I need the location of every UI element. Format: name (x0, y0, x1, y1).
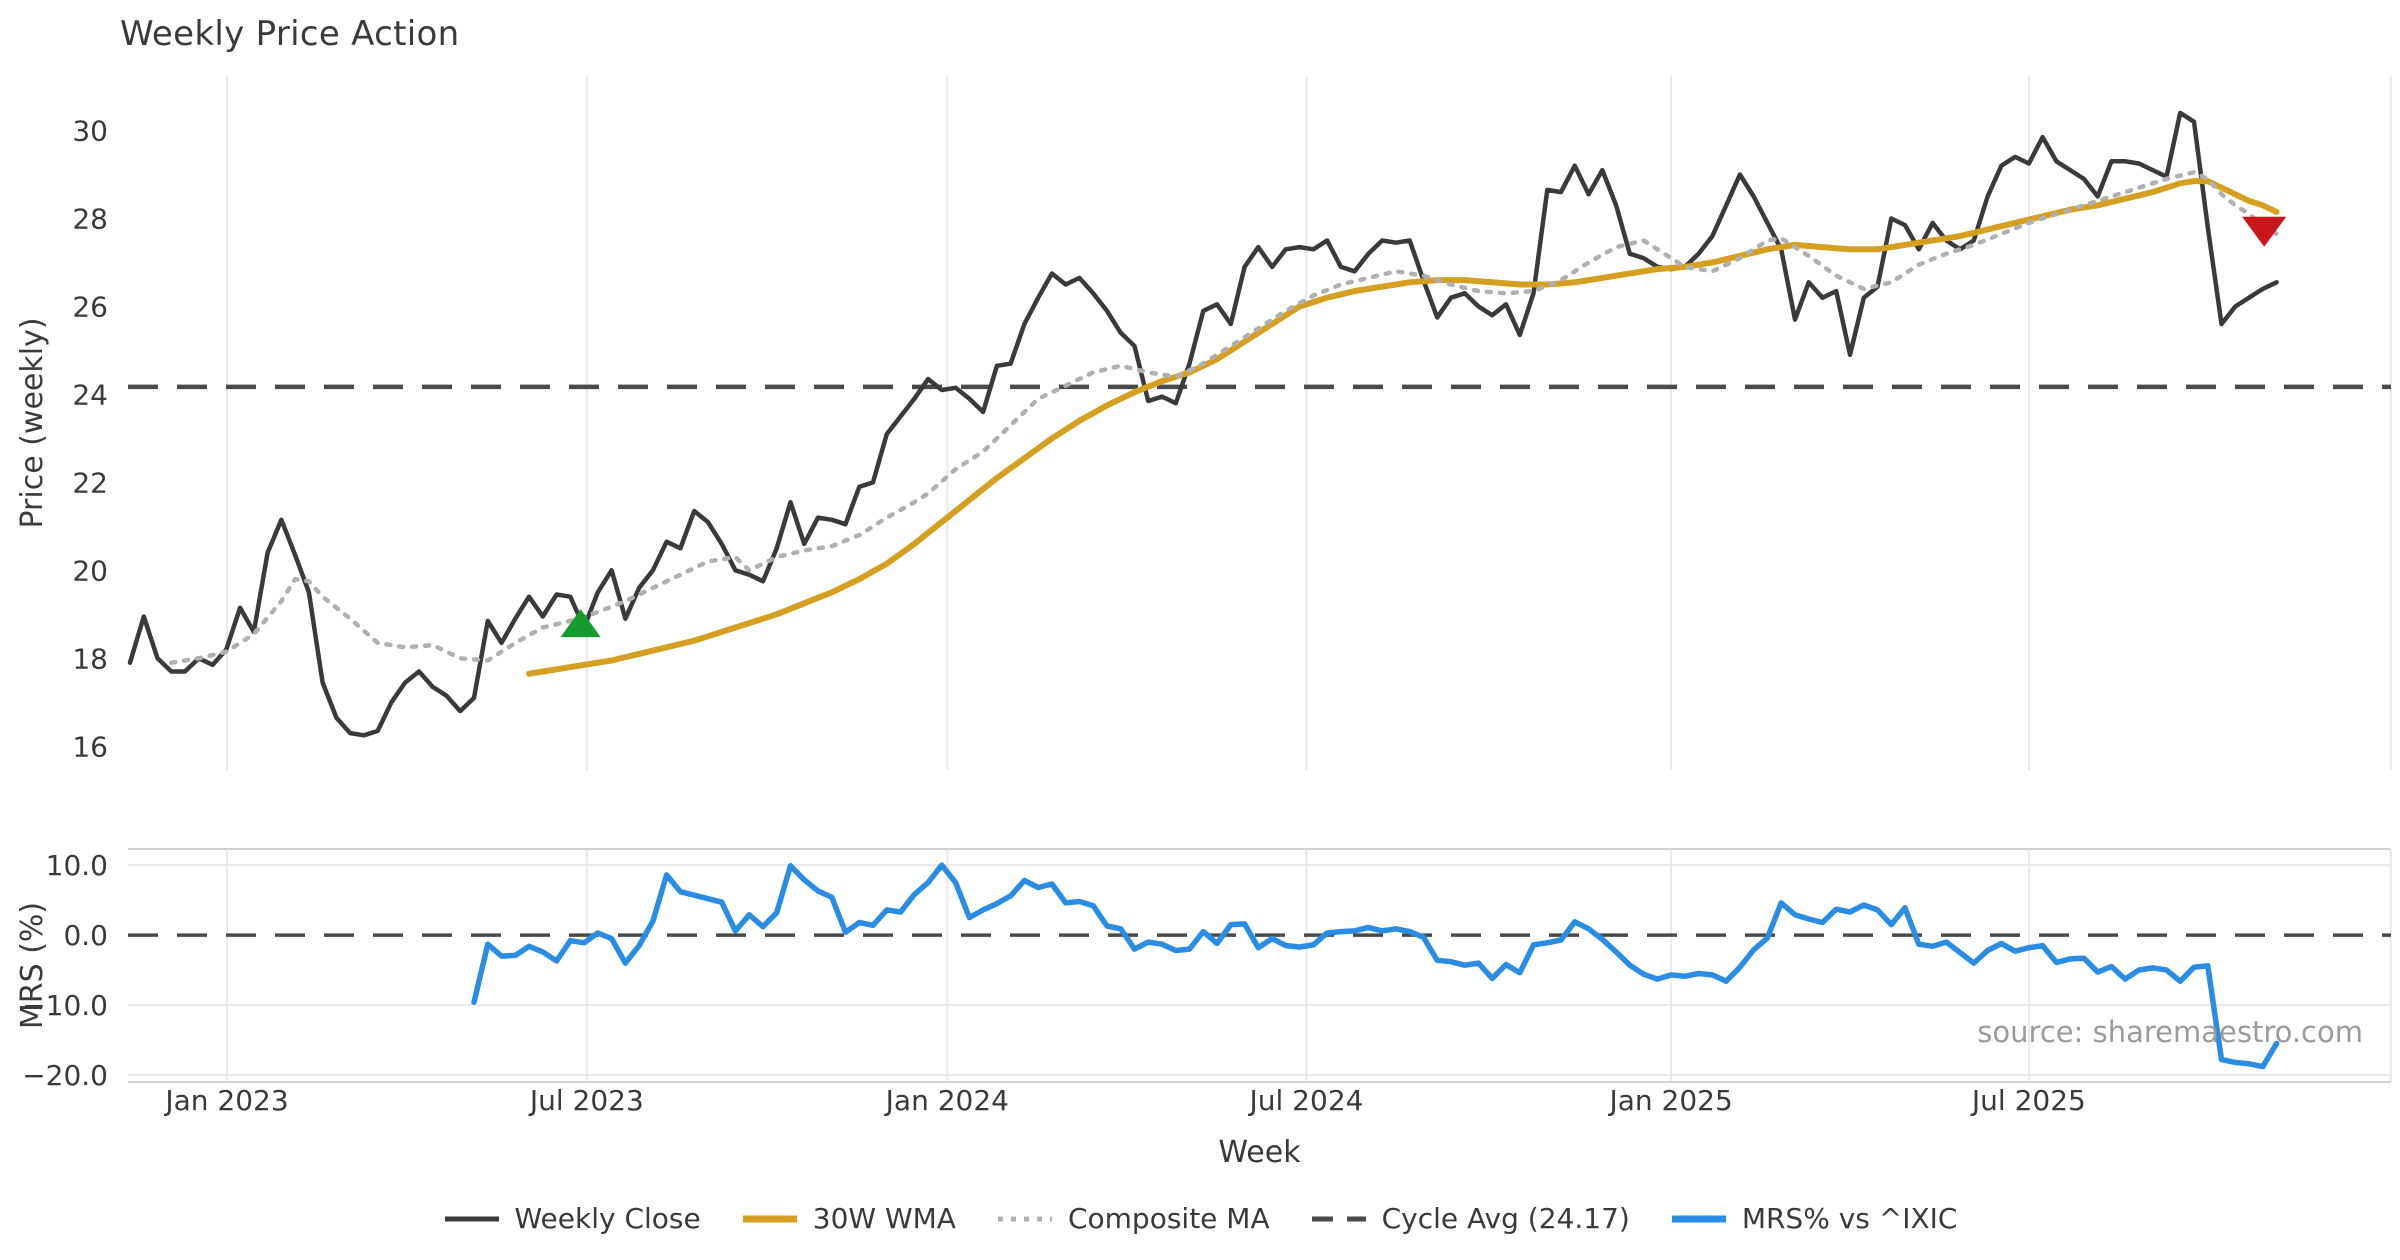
gridlines (128, 76, 2392, 1083)
xtick-label-jan-2024: Jan 2024 (884, 1084, 1009, 1117)
legend-label: 30W WMA (812, 1202, 956, 1235)
legend-swatch-solid-thick-icon (1671, 1215, 1726, 1222)
x-axis-title: Week (1218, 1135, 1301, 1170)
xtick-label-jan-2025: Jan 2025 (1607, 1084, 1732, 1117)
price-ytick-label: 28 (72, 202, 108, 235)
price-ytick-label: 18 (72, 642, 108, 675)
page-title: Weekly Price Action (120, 14, 460, 54)
mrs-ytick-label: 0.0 (63, 919, 108, 952)
xtick-label-jul-2023: Jul 2023 (528, 1084, 644, 1117)
legend-item-cycle-avg-24-17: Cycle Avg (24.17) (1310, 1202, 1630, 1235)
xtick-label-jan-2023: Jan 2023 (163, 1084, 288, 1117)
axis-tick-labels: 16 18 20 22 24 26 28 30 10.0 0.0 −10.0 −20.0 Jan 202… (22, 115, 2086, 1117)
sell-signal-triangle-down-icon (2242, 216, 2287, 247)
reference-lines (128, 384, 2391, 937)
weekly-close-line (127, 110, 2279, 738)
source-credit: source: sharemaestro.com (1977, 1015, 2363, 1049)
mrs-ytick-label: 10.0 (46, 849, 108, 882)
composite-ma-line (169, 170, 2279, 665)
mrs-ytick-label: −20.0 (22, 1059, 108, 1092)
legend-swatch-solid-icon (444, 1216, 499, 1221)
price-ytick-label: 26 (72, 290, 108, 323)
xtick-label-jul-2024: Jul 2024 (1248, 1084, 1364, 1117)
buy-signal-triangle-up-icon (560, 609, 601, 638)
30w-wma-line (526, 178, 2280, 677)
price-ytick-label: 24 (72, 378, 108, 411)
legend-label: Weekly Close (514, 1202, 701, 1235)
price-ytick-label: 16 (72, 730, 108, 763)
mrs-vs-ixic-line (471, 862, 2280, 1070)
price-axis-title: Price (weekly) (15, 317, 50, 528)
legend-swatch-dotted-icon (997, 1216, 1052, 1221)
legend-label: Composite MA (1067, 1202, 1270, 1235)
legend-item-composite-ma: Composite MA (996, 1202, 1270, 1235)
price-ytick-label: 30 (72, 115, 108, 148)
legend-item-weekly-close: Weekly Close (443, 1202, 701, 1235)
legend-swatch-solid-thick-icon (742, 1215, 797, 1222)
legend-label: Cycle Avg (24.17) (1381, 1202, 1630, 1235)
signal-markers (560, 216, 2287, 638)
axis-titles: Price (weekly) MRS (%) Week (15, 317, 1301, 1170)
legend: Weekly Close 30W WMA Composite MA Cycle Avg… (0, 1202, 2400, 1235)
mrs-ytick-label: −10.0 (22, 989, 108, 1022)
legend-item-mrs-vs-ixic: MRS% vs ^IXIC (1670, 1202, 1958, 1235)
legend-swatch-dashed-icon (1311, 1216, 1366, 1221)
price-ytick-label: 20 (72, 554, 108, 587)
legend-item-30w-wma: 30W WMA (741, 1202, 956, 1235)
series-lines (127, 110, 2280, 1070)
legend-label: MRS% vs ^IXIC (1741, 1202, 1958, 1235)
mrs-axis-title: MRS (%) (15, 902, 50, 1029)
xtick-label-jul-2025: Jul 2025 (1970, 1084, 2086, 1117)
price-ytick-label: 22 (72, 466, 108, 499)
